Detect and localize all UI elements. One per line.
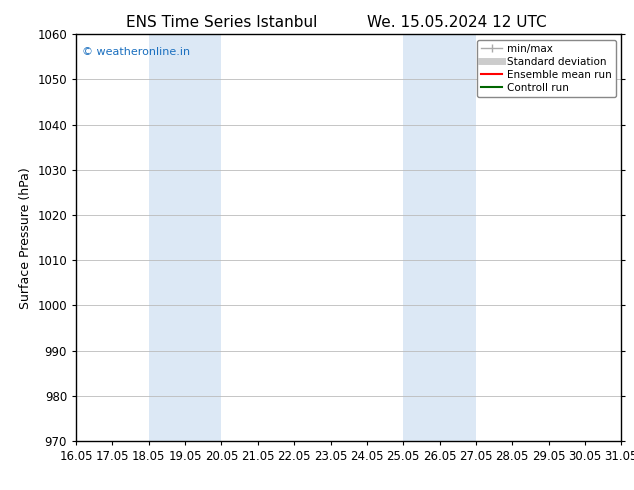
Text: ENS Time Series Istanbul: ENS Time Series Istanbul: [126, 15, 318, 30]
Bar: [149, 34, 221, 441]
Legend: min/max, Standard deviation, Ensemble mean run, Controll run: min/max, Standard deviation, Ensemble me…: [477, 40, 616, 97]
Text: We. 15.05.2024 12 UTC: We. 15.05.2024 12 UTC: [366, 15, 547, 30]
Text: © weatheronline.in: © weatheronline.in: [82, 47, 190, 56]
Bar: [403, 34, 476, 441]
Y-axis label: Surface Pressure (hPa): Surface Pressure (hPa): [19, 167, 32, 309]
